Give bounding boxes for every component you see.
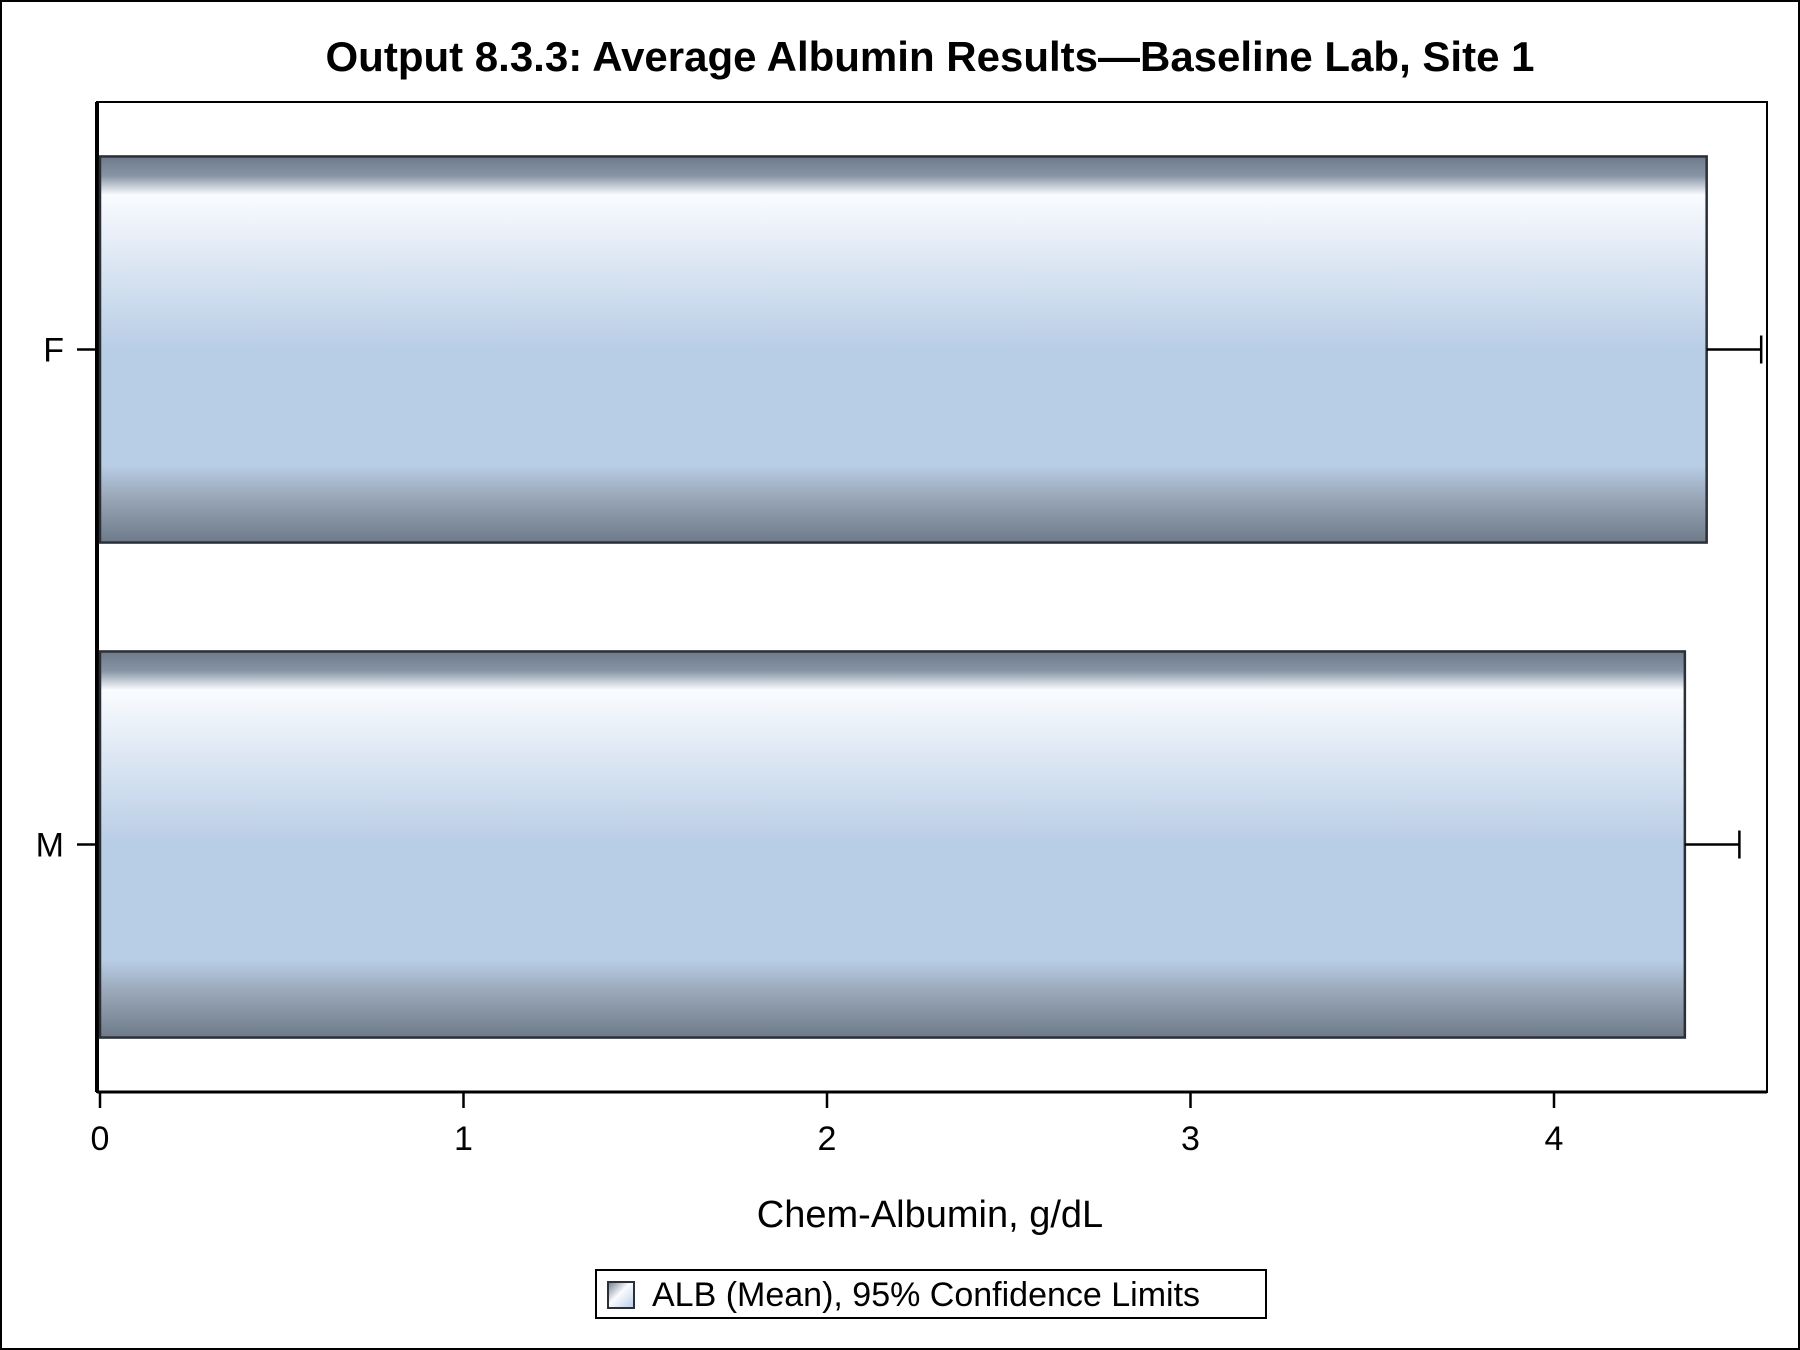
- x-axis-label: Chem-Albumin, g/dL: [757, 1194, 1103, 1236]
- chart-title: Output 8.3.3: Average Albumin Results—Ba…: [326, 33, 1535, 80]
- x-tick-label-0: 0: [91, 1120, 110, 1158]
- bar-f: [98, 155, 1708, 544]
- x-tick-label-2: 2: [818, 1120, 837, 1158]
- x-tick-label-3: 3: [1181, 1120, 1200, 1158]
- bars-layer: [98, 155, 1708, 1039]
- x-axis: 0 1 2 3 4: [91, 1092, 1564, 1158]
- legend-swatch: [607, 1281, 635, 1309]
- x-tick-label-4: 4: [1545, 1120, 1564, 1158]
- error-bars-layer: [1684, 335, 1763, 859]
- y-axis: FM: [36, 332, 97, 865]
- y-tick-label-m: M: [36, 827, 64, 865]
- legend: ALB (Mean), 95% Confidence Limits: [595, 1269, 1267, 1319]
- legend-label: ALB (Mean), 95% Confidence Limits: [652, 1276, 1200, 1314]
- legend-box: [595, 1269, 1267, 1319]
- y-tick-label-f: F: [43, 332, 64, 370]
- bar-m: [98, 650, 1687, 1039]
- x-tick-label-1: 1: [454, 1120, 473, 1158]
